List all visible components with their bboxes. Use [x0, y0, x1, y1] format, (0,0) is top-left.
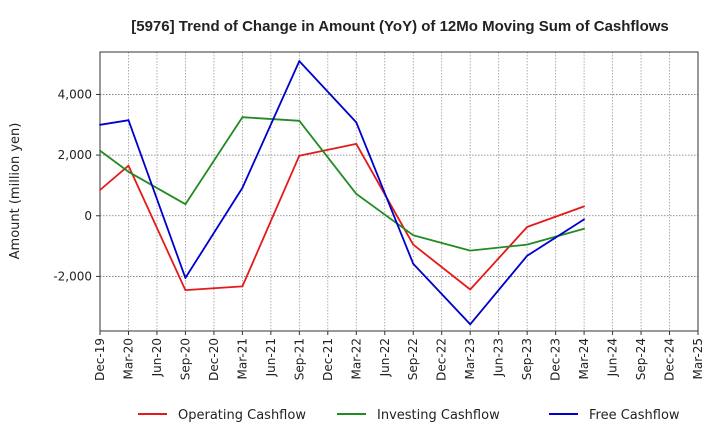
data-point	[412, 243, 415, 246]
data-point	[184, 277, 187, 279]
data-point	[99, 189, 101, 191]
x-tick-label: Mar-23	[463, 338, 477, 379]
x-tick-label: Dec-21	[321, 338, 335, 381]
x-tick-label: Dec-20	[207, 338, 221, 381]
data-point	[127, 164, 130, 167]
data-point	[184, 203, 187, 206]
x-tick-label: Jun-22	[378, 338, 392, 377]
x-tick-label: Mar-24	[577, 338, 591, 379]
plot-area	[99, 51, 699, 332]
x-tick-label: Dec-24	[663, 338, 677, 381]
y-tick-label: 0	[84, 209, 92, 223]
data-point	[412, 234, 415, 237]
data-point	[526, 254, 529, 257]
x-tick-label: Sep-24	[634, 338, 648, 380]
legend-label: Free Cashflow	[589, 408, 680, 423]
legend-label: Operating Cashflow	[178, 408, 306, 423]
x-tick-label: Sep-20	[178, 338, 192, 380]
y-tick-label: -2,000	[53, 269, 92, 283]
series-line-free-cashflow	[99, 60, 585, 326]
data-point	[99, 149, 101, 152]
x-tick-label: Sep-23	[520, 338, 534, 380]
grid	[100, 52, 698, 331]
x-tick-label: Dec-19	[93, 338, 107, 381]
x-tick-label: Mar-21	[235, 338, 249, 379]
x-tick-label: Jun-24	[606, 338, 620, 377]
data-point	[412, 262, 415, 265]
data-point	[526, 243, 529, 246]
x-tick-label: Jun-21	[264, 338, 278, 377]
axes: -2,000 0 2,000 4,000 Dec-19 Mar-20 Jun-20 Sep-2…	[53, 87, 705, 380]
legend: Operating Cashflow Investing Cashflow Free…	[138, 408, 680, 423]
data-point	[241, 116, 244, 119]
x-tick-label: Sep-21	[292, 338, 306, 380]
y-tick-label: 4,000	[58, 87, 92, 101]
data-point	[526, 226, 529, 228]
data-point	[469, 323, 472, 326]
data-point	[355, 193, 358, 195]
x-tick-label: Dec-23	[549, 338, 563, 381]
x-tick-label: Jun-20	[150, 338, 164, 377]
data-point	[355, 121, 358, 124]
data-point	[583, 205, 585, 208]
x-tick-label: Sep-22	[406, 338, 420, 380]
data-point	[241, 186, 244, 189]
data-point	[241, 285, 244, 288]
y-axis-title: Amount (million yen)	[8, 123, 23, 260]
series-line-investing-cashflow	[99, 116, 585, 252]
data-point	[127, 119, 130, 122]
y-tick-label: 2,000	[58, 148, 92, 162]
x-tick-label: Mar-25	[691, 338, 705, 379]
legend-label: Investing Cashflow	[377, 408, 500, 423]
series-lines	[99, 60, 585, 326]
data-point	[355, 142, 358, 145]
series-line-operating-cashflow	[99, 142, 585, 292]
data-point	[298, 154, 301, 157]
data-point	[298, 60, 301, 62]
data-point	[99, 123, 101, 126]
data-point	[469, 288, 472, 291]
data-point	[127, 170, 130, 173]
chart-title: [5976] Trend of Change in Amount (YoY) o…	[131, 18, 669, 35]
x-tick-label: Jun-23	[492, 338, 506, 377]
data-point	[298, 119, 301, 122]
data-point	[469, 249, 472, 252]
x-tick-label: Mar-20	[121, 338, 135, 379]
x-tick-label: Mar-22	[349, 338, 363, 379]
data-point	[184, 289, 187, 291]
data-point	[583, 227, 585, 230]
data-point	[583, 218, 585, 221]
x-tick-label: Dec-22	[435, 338, 449, 381]
